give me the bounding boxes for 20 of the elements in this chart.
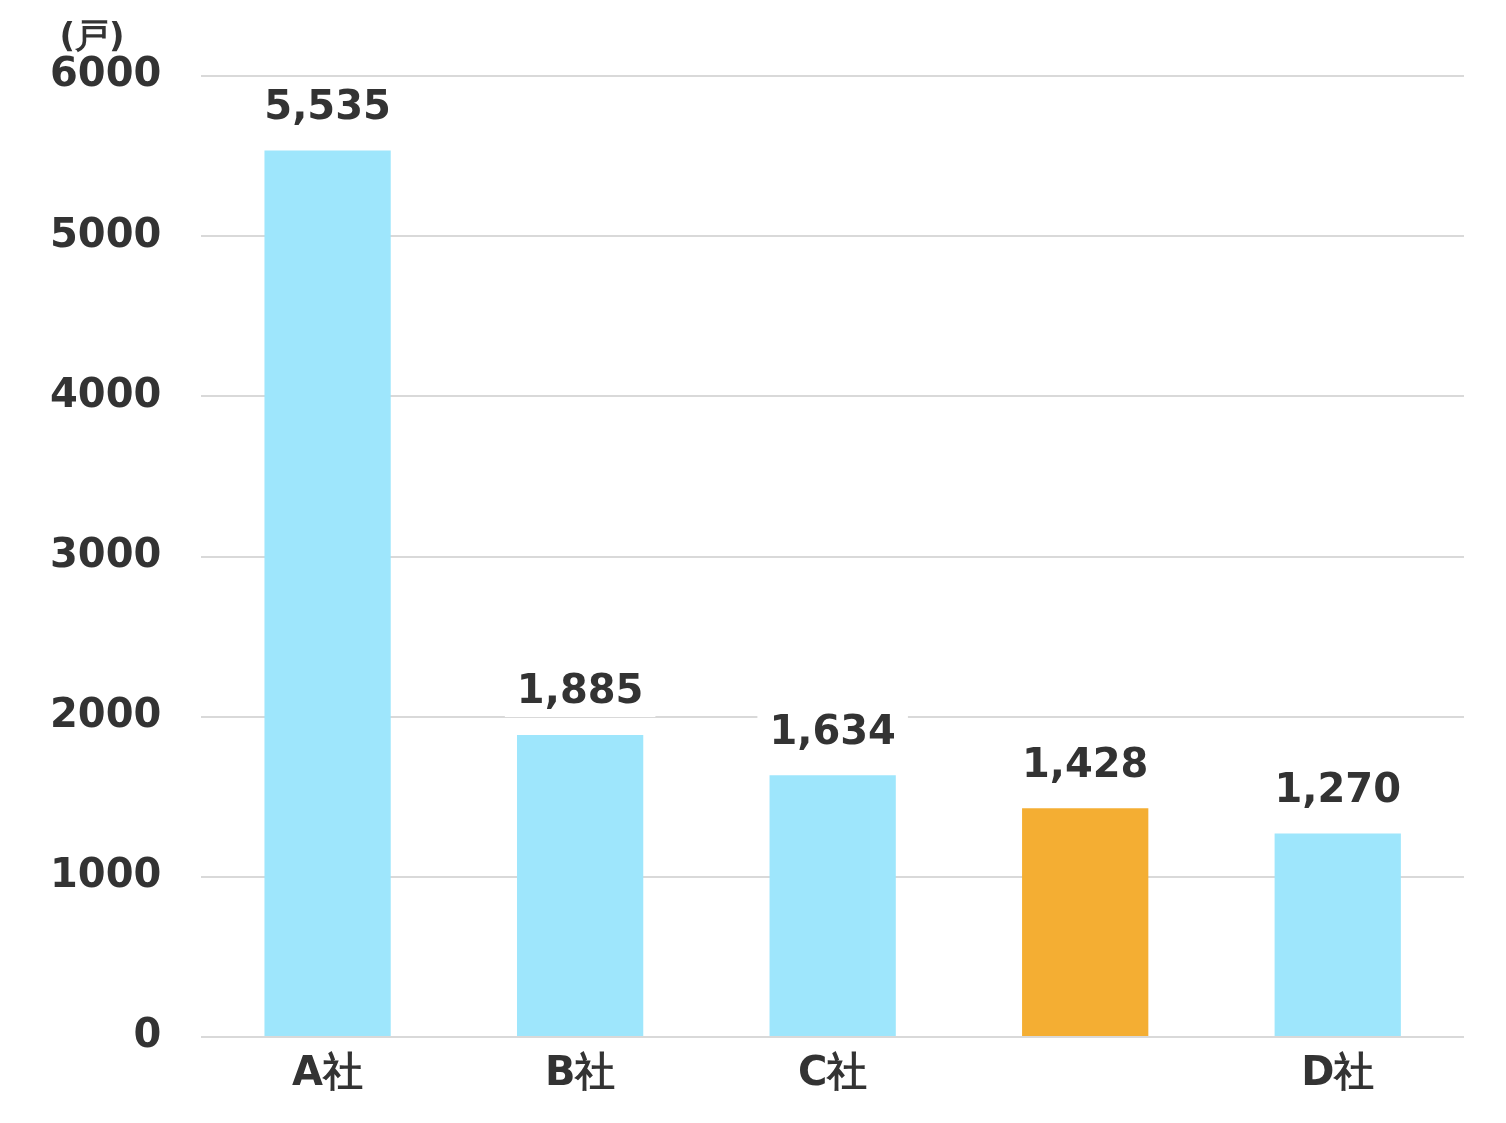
y-tick-label: 4000: [50, 369, 162, 416]
bar: [1022, 808, 1149, 1036]
x-tick-label: D社: [1301, 1048, 1375, 1095]
x-tick-label: C社: [797, 1048, 868, 1095]
y-tick-label: 5000: [50, 209, 162, 256]
data-label: 1,885: [516, 666, 644, 713]
x-tick-label: A社: [292, 1048, 364, 1095]
y-tick-label: 3000: [50, 529, 162, 576]
data-label: 1,270: [1274, 764, 1401, 811]
data-label: 5,535: [264, 81, 391, 128]
data-label: 1,428: [1021, 739, 1149, 786]
data-label: 1,634: [769, 706, 896, 753]
bar: [1274, 833, 1401, 1036]
bar: [264, 150, 391, 1036]
y-tick-label: 0: [133, 1010, 162, 1057]
y-tick-label: 1000: [50, 850, 162, 897]
x-tick-label: B社: [544, 1048, 616, 1095]
bar: [517, 735, 644, 1036]
bar: [769, 775, 896, 1036]
y-tick-label: 2000: [50, 690, 162, 737]
